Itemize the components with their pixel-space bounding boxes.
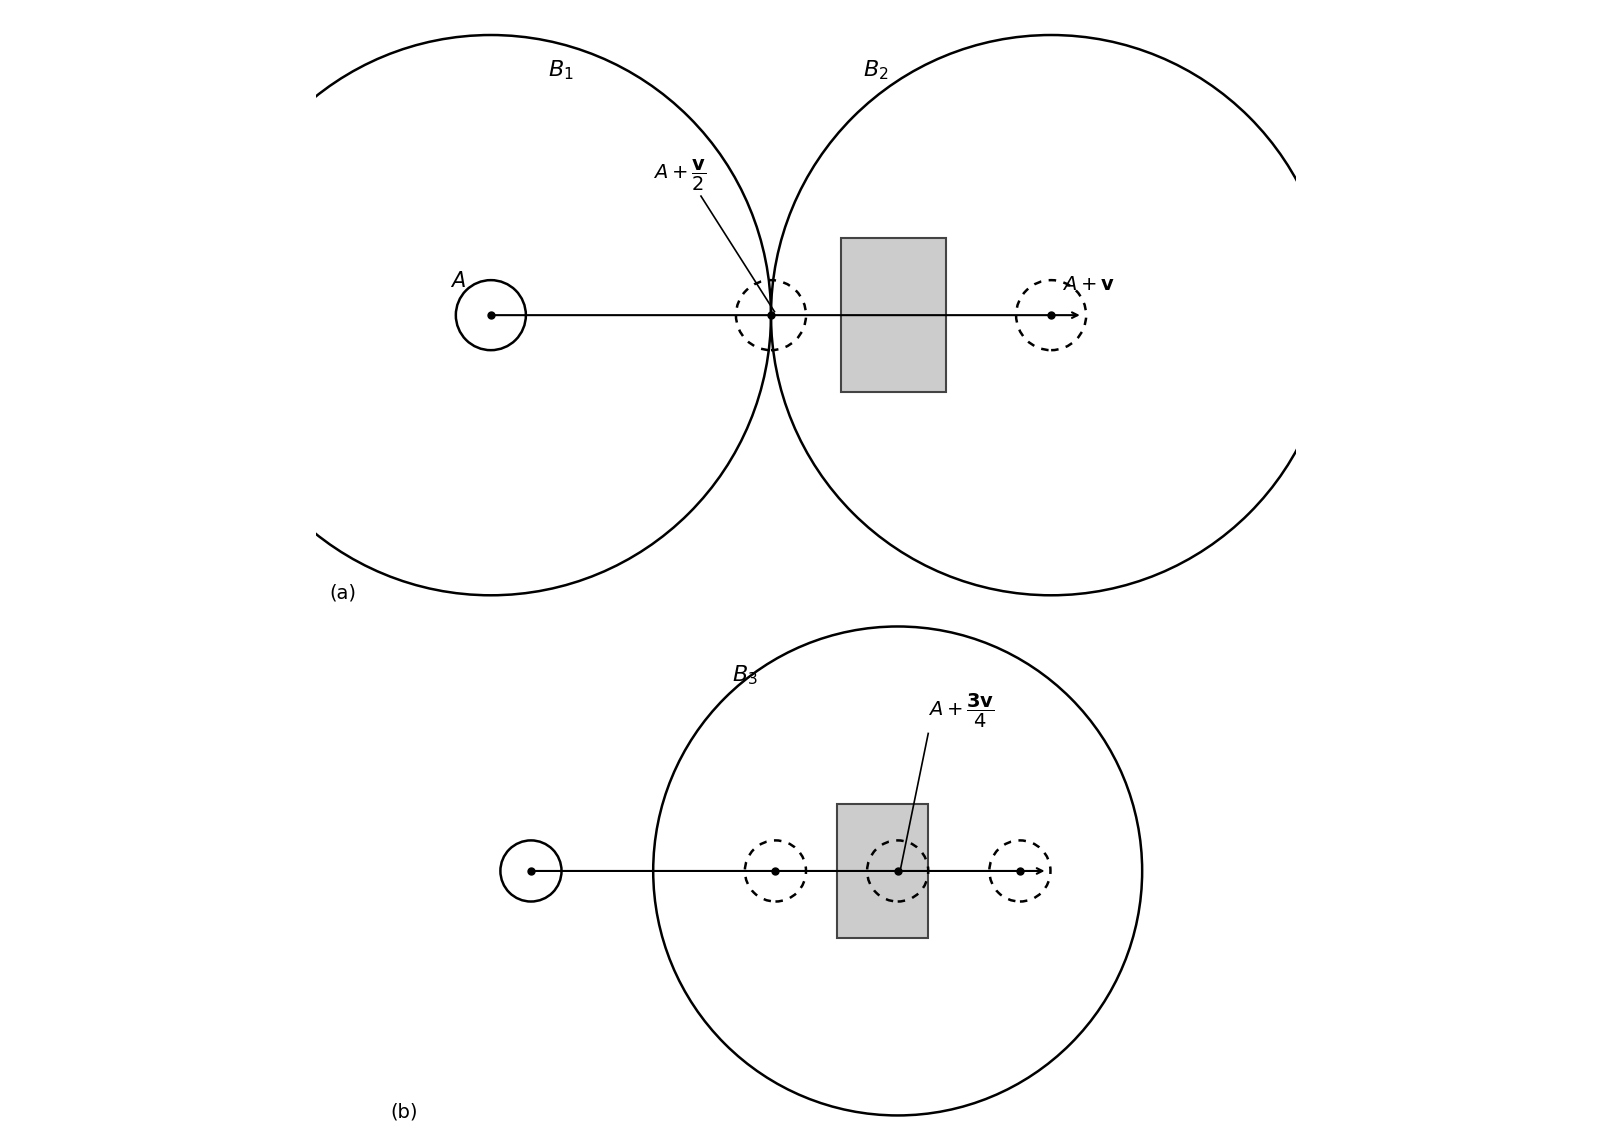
Text: $A + \mathbf{v}$: $A + \mathbf{v}$ bbox=[1062, 275, 1114, 295]
Text: $A$: $A$ bbox=[450, 270, 466, 291]
Text: $B_2$: $B_2$ bbox=[864, 58, 888, 81]
Bar bbox=[837, 803, 929, 939]
Text: (b): (b) bbox=[390, 1102, 418, 1122]
Bar bbox=[841, 238, 946, 392]
Text: $A + \dfrac{\mathbf{3v}}{4}$: $A + \dfrac{\mathbf{3v}}{4}$ bbox=[929, 692, 995, 730]
Text: $A + \dfrac{\mathbf{v}}{2}$: $A + \dfrac{\mathbf{v}}{2}$ bbox=[653, 157, 706, 193]
Text: $B_1$: $B_1$ bbox=[548, 58, 574, 81]
Text: (a): (a) bbox=[330, 583, 356, 603]
Text: $B_3$: $B_3$ bbox=[732, 664, 758, 688]
